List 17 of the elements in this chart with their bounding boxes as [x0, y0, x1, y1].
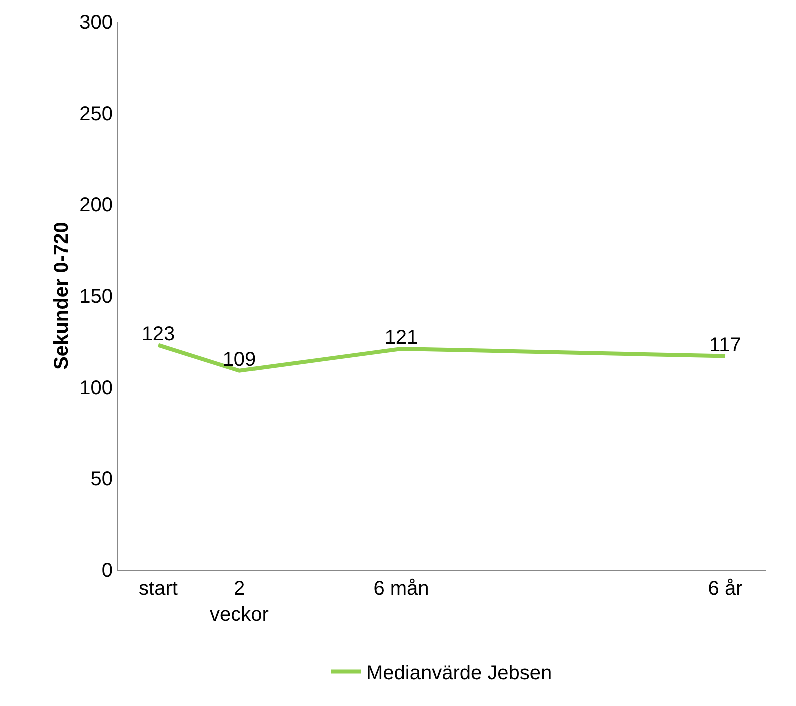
y-tick-label: 150	[80, 286, 113, 308]
y-tick-label: 100	[80, 377, 113, 400]
x-tick-label: 6 år	[708, 578, 744, 600]
legend-label: Medianvärde Jebsen	[366, 662, 552, 684]
y-tick-label: 50	[90, 468, 113, 491]
y-tick-label: 0	[102, 560, 113, 582]
y-tick-label: 300	[80, 12, 113, 34]
y-tick-label: 250	[80, 103, 113, 126]
data-label: 109	[222, 348, 256, 371]
y-tick-label: 200	[80, 194, 113, 217]
data-label: 121	[384, 326, 418, 349]
data-label: 117	[710, 334, 742, 356]
x-tick-label: 2 veckor	[210, 578, 270, 626]
x-tick-label: 6 mån	[374, 578, 430, 600]
x-tick-label: start	[139, 578, 178, 600]
y-axis-title: Sekunder 0-720	[51, 222, 73, 370]
data-label: 123	[142, 323, 176, 346]
